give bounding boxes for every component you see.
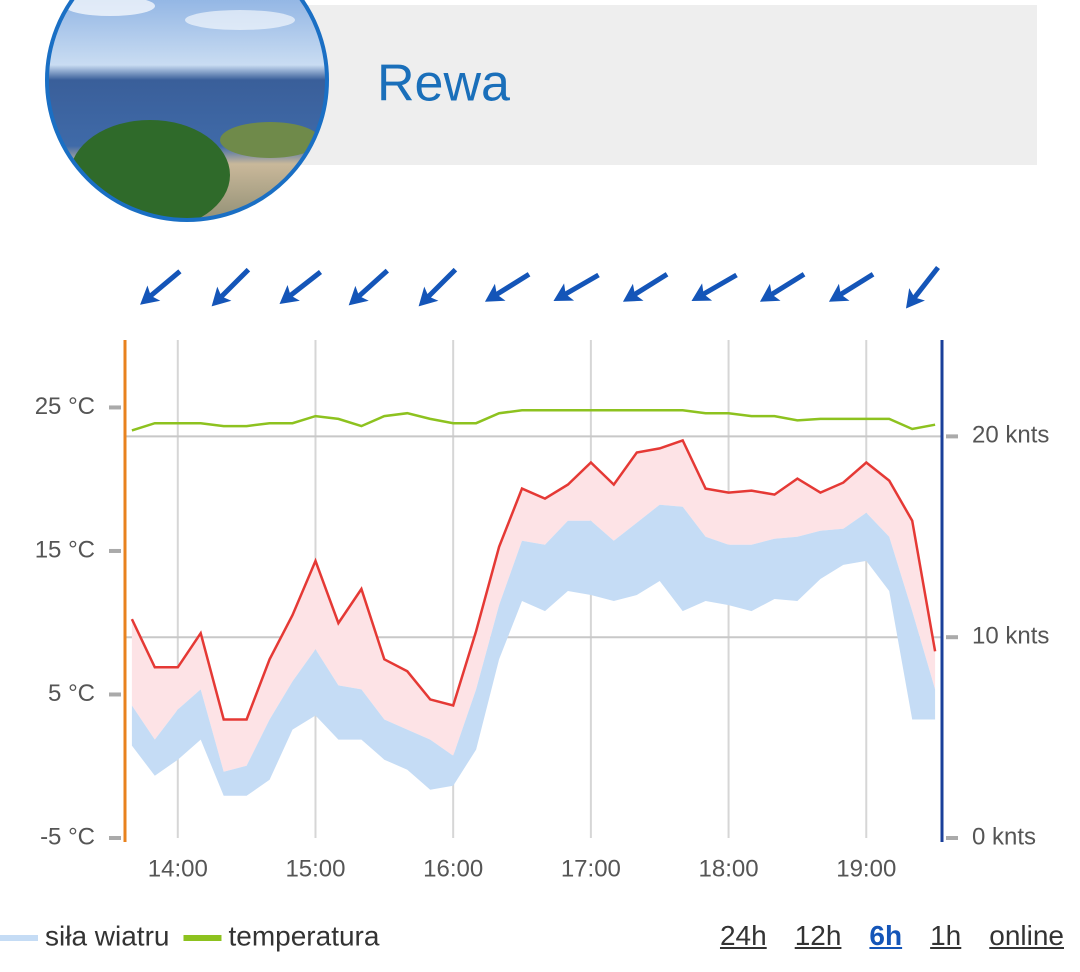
wind-band xyxy=(131,504,936,796)
y-tick-label: 5 °C xyxy=(48,680,95,707)
x-tick-label: 14:00 xyxy=(148,855,208,882)
arrow-shaft xyxy=(493,272,531,298)
x-tick-label: 15:00 xyxy=(285,855,345,882)
arrow-shaft xyxy=(218,267,251,300)
wind-arrow xyxy=(759,272,806,302)
range-selector: 24h 12h 6h 1h online xyxy=(720,920,1064,964)
wind-arrow xyxy=(484,272,531,302)
wind-arrow xyxy=(418,267,458,307)
wind-arrow xyxy=(553,272,600,301)
y-tick-label: -5 °C xyxy=(40,823,95,850)
arrow-shaft xyxy=(768,272,806,298)
arrow-shaft xyxy=(911,265,940,301)
wind-arrow xyxy=(905,265,940,309)
temperature-line xyxy=(131,409,936,432)
arrow-shaft xyxy=(425,267,458,300)
y2-tick-label: 20 knts xyxy=(972,422,1049,449)
arrow-head xyxy=(828,283,850,302)
gust-line xyxy=(130,438,937,721)
y-tick-label: 15 °C xyxy=(35,536,95,563)
wind-arrow xyxy=(140,269,182,305)
legend-label: temperatura xyxy=(228,920,379,951)
arrow-head xyxy=(279,285,300,305)
range-link[interactable]: 24h xyxy=(719,920,767,951)
arrow-shaft xyxy=(147,269,182,299)
x-tick-label: 17:00 xyxy=(561,855,621,882)
range-link[interactable]: 6h xyxy=(869,920,903,951)
arrow-shaft xyxy=(631,272,669,298)
arrow-head xyxy=(140,285,161,305)
arrow-head xyxy=(484,283,506,302)
y2-tick-label: 10 knts xyxy=(972,623,1049,650)
range-link[interactable]: 1h xyxy=(930,920,962,951)
arrow-shaft xyxy=(700,272,738,298)
y2-tick-label: 0 knts xyxy=(972,823,1036,850)
arrow-shaft xyxy=(837,272,875,298)
x-tick-label: 18:00 xyxy=(699,855,759,882)
arrow-head xyxy=(211,286,232,307)
gust-area xyxy=(131,440,936,772)
header-bar xyxy=(290,5,1037,165)
wind-arrow xyxy=(279,270,323,305)
photo-border xyxy=(45,0,329,222)
range-link[interactable]: 12h xyxy=(794,920,842,951)
legend-label: siła wiatru xyxy=(45,920,169,951)
station-title: Rewa xyxy=(377,55,510,113)
arrow-head xyxy=(759,283,781,302)
x-tick-label: 16:00 xyxy=(423,855,483,882)
wind-arrow xyxy=(211,267,251,307)
arrow-shaft xyxy=(562,272,600,298)
arrow-head xyxy=(622,283,644,302)
arrow-head xyxy=(905,288,925,309)
wind-arrow xyxy=(828,272,875,302)
arrow-head xyxy=(418,286,439,307)
arrow-shaft xyxy=(355,268,389,300)
arrow-head xyxy=(553,283,575,301)
y-tick-label: 25 °C xyxy=(35,393,95,420)
range-link[interactable]: online xyxy=(989,920,1064,951)
wind-arrow xyxy=(348,268,389,306)
arrow-shaft xyxy=(287,270,323,299)
arrow-head xyxy=(691,283,713,301)
wind-arrows xyxy=(140,265,940,309)
wind-arrow xyxy=(622,272,669,302)
location-photo xyxy=(47,0,327,220)
x-tick-label: 19:00 xyxy=(836,855,896,882)
wind-arrow xyxy=(691,272,738,301)
arrow-head xyxy=(348,285,369,306)
